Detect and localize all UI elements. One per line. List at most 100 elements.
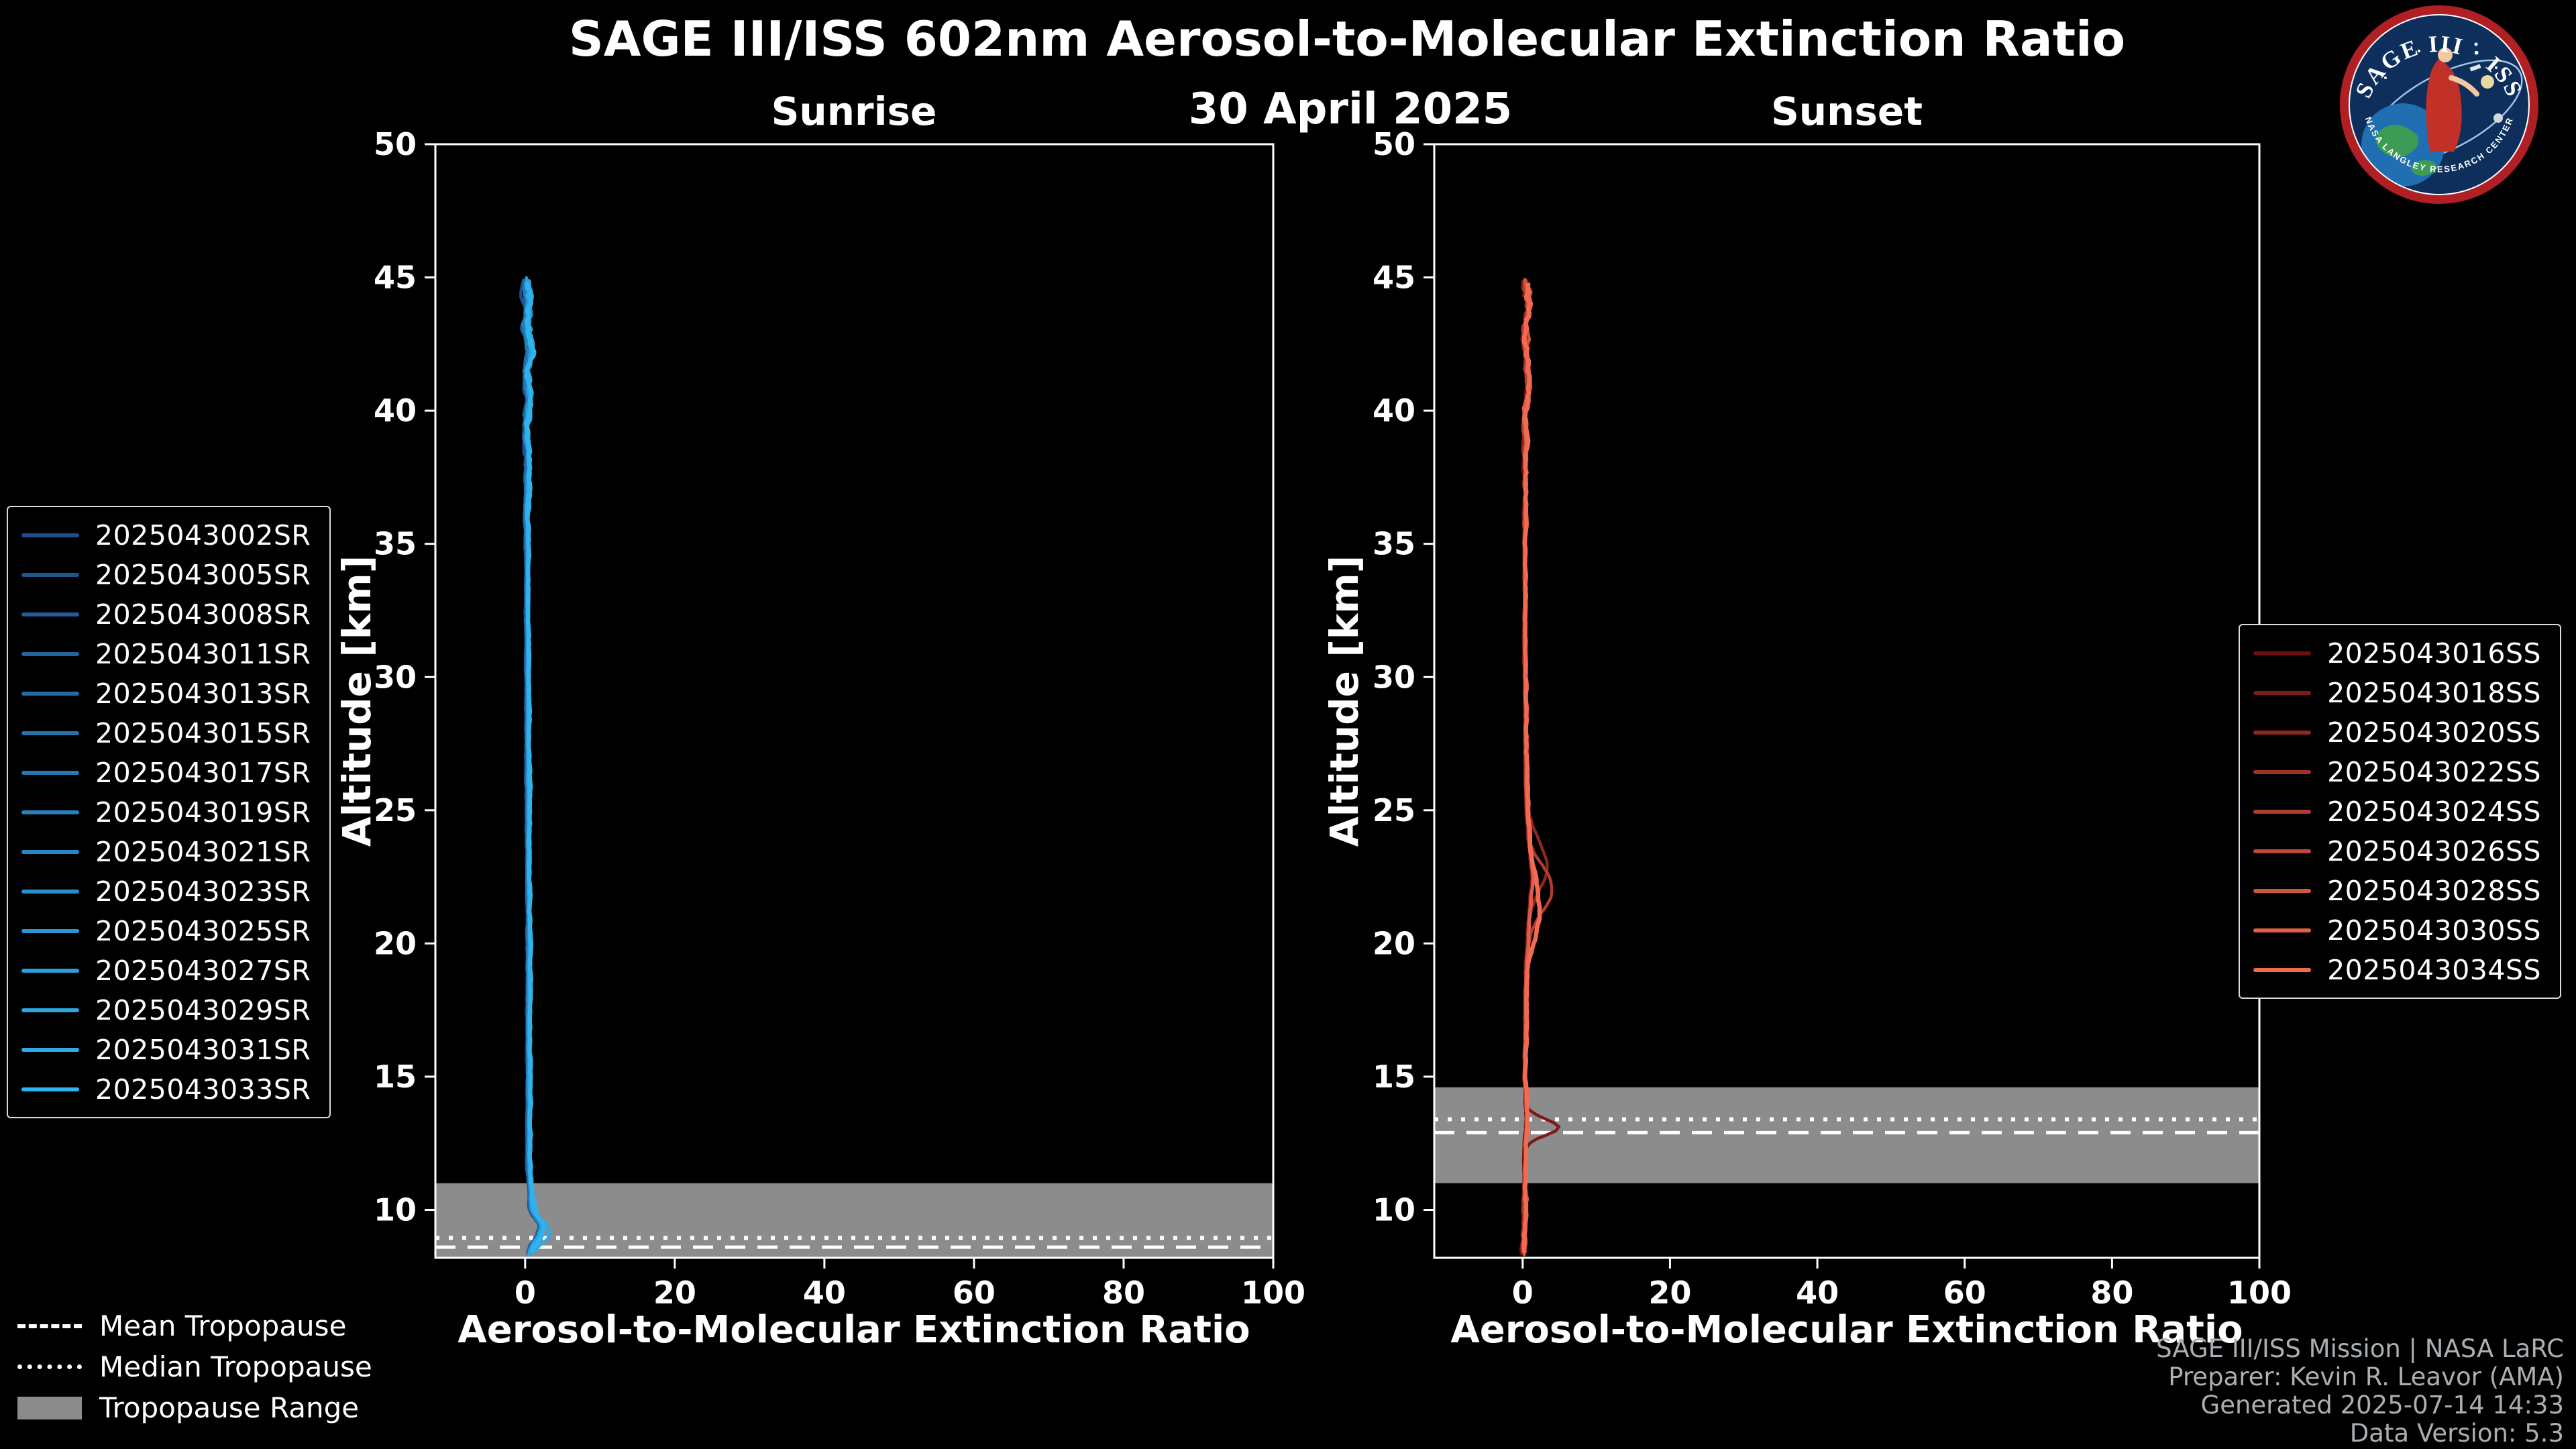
legend-line-swatch [2253,769,2312,774]
sunrise-y-tick-label: 40 [374,392,417,429]
sunset-x-tick-label: 60 [1943,1275,1986,1311]
sunset-x-tick-label: 80 [2090,1275,2133,1311]
legend-entry-label: 2025043030SS [2327,914,2541,947]
sunset-x-tick-label: 0 [1512,1275,1534,1311]
sunset-y-tick-label: 25 [1373,792,1415,828]
sunrise-y-tick-label: 10 [374,1192,417,1228]
sunrise-x-tick-label: 20 [653,1275,696,1311]
sunrise-x-tick-label: 100 [1241,1275,1305,1311]
logo-artwork [2361,42,2523,186]
sunset-y-tick-label: 20 [1373,925,1415,961]
sunset-y-tick-label: 40 [1373,392,1415,429]
legend-entry: 2025043034SS [2253,950,2541,989]
sunrise-x-tick-label: 80 [1102,1275,1145,1311]
legend-line-swatch [21,572,79,577]
legend-entry-label: 2025043022SS [2327,755,2541,788]
sunset-x-tick-label: 40 [1796,1275,1839,1311]
logo-figure-head [2438,48,2453,62]
legend-line-swatch [21,533,79,537]
legend-line-swatch [21,612,79,616]
legend-entry: 2025043023SR [21,871,311,911]
legend-entry-label: 2025043008SR [95,598,311,631]
sunset-plot-area [1434,277,2259,1256]
sunrise-y-tick-label: 25 [374,792,417,828]
logo-satellite [2469,64,2481,72]
sunrise-y-tick-label: 20 [374,925,417,961]
legend-entry-label: 2025043026SS [2327,835,2541,867]
sunset-x-tick-label: 100 [2227,1275,2292,1311]
legend-entry-label: 2025043025SR [95,914,311,947]
legend-line-swatch [21,968,79,973]
tropopause-legend: Mean Tropopause Median Tropopause Tropop… [17,1305,372,1428]
legend-line-swatch [21,1087,79,1091]
legend-line-swatch [2253,849,2312,853]
legend-line-swatch [2253,730,2312,735]
legend-entry-label: 2025043020SS [2327,716,2541,749]
sunrise-y-tick-label: 35 [374,526,417,562]
legend-entry: 2025043020SS [2253,712,2541,752]
legend-line-swatch [2253,888,2312,893]
sunset-xaxis-label: Aerosol-to-Molecular Extinction Ratio [1450,1308,2243,1352]
legend-line-swatch [2253,809,2312,814]
sunset-y-tick-label: 15 [1373,1059,1415,1095]
sunset-tropopause-range-band [1434,1087,2259,1183]
logo-moon [2481,75,2494,89]
legend-entry: 2025043033SR [21,1069,311,1109]
sunset-x-tick-label: 20 [1648,1275,1691,1311]
legend-line-swatch [21,928,79,933]
legend-line-swatch [21,889,79,894]
legend-line-swatch [21,770,79,775]
sunset-panel-title: Sunset [1771,89,1923,134]
legend-entry-label: 2025043013SR [95,677,311,710]
logo-earth-land-2 [2411,160,2437,176]
sunrise-y-tick-label: 15 [374,1059,417,1095]
legend-entry: 2025043008SR [21,594,311,634]
mean-tropopause-label: Mean Tropopause [99,1309,347,1342]
sunrise-axes-frame [434,143,1275,1259]
legend-entry-label: 2025043015SR [95,716,311,749]
legend-line-swatch [2253,928,2312,932]
sunset-y-tick-label: 45 [1373,260,1415,296]
legend-entry-label: 2025043027SR [95,954,311,987]
legend-entry: 2025043024SS [2253,792,2541,831]
legend-line-swatch [2253,967,2312,972]
legend-line-swatch [2253,651,2312,655]
legend-entry: 2025043030SS [2253,910,2541,950]
credit-generated: Generated 2025-07-14 14:33 [2200,1391,2564,1419]
sunset-y-tick-label: 50 [1373,126,1415,162]
legend-line-swatch [21,810,79,814]
legend-entry-label: 2025043023SR [95,875,311,908]
dotted-line-swatch [17,1364,82,1369]
legend-entry-label: 2025043031SR [95,1033,311,1066]
median-tropopause-legend-entry: Median Tropopause [17,1346,372,1387]
legend-entry: 2025043005SR [21,555,311,594]
mean-tropopause-legend-entry: Mean Tropopause [17,1305,372,1346]
tropopause-range-legend-entry: Tropopause Range [17,1387,372,1428]
legend-entry-label: 2025043017SR [95,756,311,789]
dashed-line-swatch [17,1324,82,1328]
legend-entry: 2025043029SR [21,990,311,1030]
tropopause-range-label: Tropopause Range [99,1391,360,1424]
legend-entry: 2025043002SR [21,515,311,555]
sunrise-panel-title: Sunrise [771,89,937,134]
sunrise-yaxis-label: Altitude [km] [334,555,380,847]
date-label: 30 April 2025 [1188,85,1513,134]
sunset-y-tick-label: 10 [1373,1192,1415,1228]
legend-entry: 2025043011SR [21,634,311,674]
legend-entry-label: 2025043028SS [2327,874,2541,907]
sunrise-tropopause-range-band [435,1183,1273,1258]
legend-entry-label: 2025043005SR [95,558,311,591]
legend-entry: 2025043013SR [21,674,311,713]
legend-entry-label: 2025043034SS [2327,953,2541,986]
sunrise-y-tick-label: 30 [374,659,417,695]
legend-entry: 2025043019SR [21,792,311,832]
legend-entry-label: 2025043019SR [95,796,311,828]
legend-entry: 2025043022SS [2253,752,2541,792]
legend-entry: 2025043017SR [21,753,311,792]
legend-line-swatch [21,1047,79,1052]
legend-entry: 2025043027SR [21,951,311,990]
logo-figure-arm [2449,75,2479,97]
sunrise-profile-2025043033SR [524,282,547,1254]
